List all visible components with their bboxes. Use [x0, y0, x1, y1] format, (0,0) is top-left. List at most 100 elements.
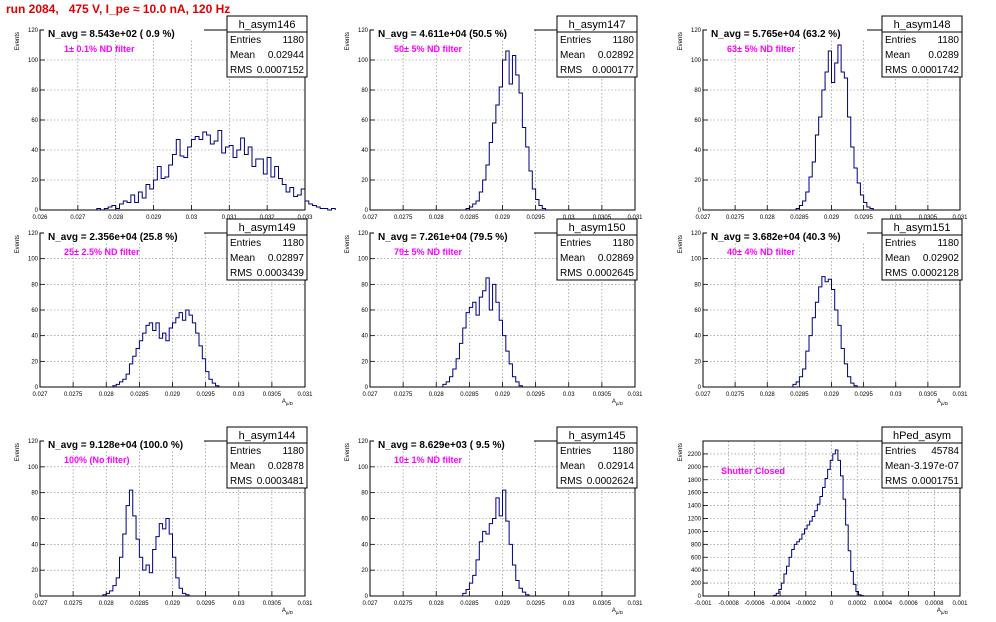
stat-label: Mean	[230, 253, 255, 264]
stat-label: Entries	[560, 238, 591, 249]
header-background	[374, 229, 534, 243]
y-tick-label: 120	[28, 439, 39, 445]
x-tick-label: 0	[830, 601, 834, 607]
stat-label: Entries	[885, 446, 916, 457]
stat-label: Mean	[560, 461, 585, 472]
stat-value: 1180	[282, 35, 304, 46]
x-tick-label: 0.0275	[64, 392, 83, 398]
stats-box	[226, 15, 308, 78]
histogram-name: h_asym150	[569, 222, 626, 234]
x-tick-label: 0.03	[563, 601, 575, 607]
stat-value: 1180	[612, 35, 634, 46]
y-tick-label: 40	[31, 148, 38, 154]
stats-box	[556, 15, 638, 78]
histogram-name: h_asym145	[569, 430, 626, 442]
stat-value: 1180	[282, 238, 304, 249]
x-tick-label: 0.0305	[593, 215, 612, 221]
x-tick-label: 0.0305	[919, 215, 938, 221]
y-tick-label: 60	[31, 308, 38, 314]
stat-label: Entries	[230, 238, 261, 249]
x-axis-title: Aµ/D	[612, 399, 624, 406]
x-tick-label: 0.03	[233, 392, 245, 398]
stat-label: RMS	[560, 476, 583, 487]
x-tick-label: 0.028	[429, 215, 445, 221]
x-tick-label: 0.03	[233, 601, 245, 607]
x-tick-label: 0.028	[760, 215, 776, 221]
y-tick-label: 40	[361, 148, 368, 154]
x-tick-label: 0.03	[563, 392, 575, 398]
y-tick-label: 80	[694, 88, 701, 94]
x-tick-label: 0.033	[297, 215, 313, 221]
stats-box	[881, 426, 963, 489]
x-axis-title: Aµ/D	[937, 608, 949, 615]
y-tick-label: 60	[361, 517, 368, 523]
stat-value: 0.0003439	[257, 268, 305, 279]
stat-value: 1180	[937, 238, 959, 249]
x-tick-label: 0.0295	[526, 392, 545, 398]
n-avg-header: N_avg = 5.765e+04 (63.2 %)	[711, 29, 841, 40]
stat-value: 0.0003481	[257, 476, 305, 487]
histogram-name: h_asym148	[894, 19, 951, 31]
x-tick-label: 0.0305	[593, 392, 612, 398]
stats-box	[226, 218, 308, 281]
histogram-series	[462, 489, 530, 596]
stat-value: 1180	[282, 446, 304, 457]
x-tick-label: 0.028	[429, 601, 445, 607]
x-tick-label: 0.0004	[874, 601, 893, 607]
y-tick-label: 40	[694, 148, 701, 154]
stat-value: 0.02914	[598, 461, 635, 472]
x-tick-label: 0.0295	[854, 392, 873, 398]
header-background	[44, 26, 204, 40]
y-tick-label: 2200	[688, 452, 702, 458]
x-tick-label: 0.027	[362, 215, 378, 221]
stat-label: Mean	[885, 253, 910, 264]
header-background	[707, 229, 867, 243]
y-tick-label: 60	[31, 517, 38, 523]
panel-h_asym144: 0.027 0.0275 0.028 0.0285 0.029 0.0295 0.03 0.0…	[15, 426, 313, 615]
x-axis-title: Aµ/D	[282, 608, 294, 615]
stats-box	[556, 218, 638, 281]
x-tick-label: 0.029	[495, 215, 511, 221]
x-tick-label: 0.031	[222, 215, 238, 221]
n-avg-header: N_avg = 7.261e+04 (79.5 %)	[378, 232, 508, 243]
stat-label: Entries	[230, 446, 261, 457]
x-tick-label: 0.029	[824, 392, 840, 398]
y-tick-label: 80	[361, 282, 368, 288]
n-avg-header: N_avg = 8.629e+03 ( 9.5 %)	[378, 440, 505, 451]
x-tick-label: 0.0295	[526, 215, 545, 221]
header-background	[44, 437, 204, 451]
panel-h_asym148: 0.027 0.0275 0.028 0.0285 0.029 0.0295 0.03 0.0…	[678, 15, 968, 229]
stat-value: 0.0001751	[912, 476, 960, 487]
y-axis-title: Events	[345, 443, 351, 461]
y-tick-label: 0	[35, 594, 39, 600]
n-avg-header: N_avg = 4.611e+04 (50.5 %)	[378, 29, 507, 40]
stats-box	[556, 426, 638, 489]
x-tick-label: 0.027	[362, 392, 378, 398]
stat-label: Mean	[885, 461, 910, 472]
y-tick-label: 400	[691, 568, 702, 574]
x-axis-title: Aµ/D	[282, 399, 294, 406]
y-tick-label: 0	[365, 594, 369, 600]
y-tick-label: 60	[31, 118, 38, 124]
x-tick-label: 0.028	[760, 392, 776, 398]
y-tick-label: 1000	[688, 529, 702, 535]
y-tick-label: 600	[691, 555, 702, 561]
filter-label: 1± 0.1% ND filter	[64, 44, 135, 54]
histogram-series	[465, 50, 547, 210]
x-tick-label: 0.028	[99, 392, 115, 398]
y-tick-label: 100	[691, 257, 702, 263]
stat-label: RMS	[230, 65, 253, 76]
x-tick-label: 0.03	[563, 215, 575, 221]
x-axis-title: Aµ/D	[937, 399, 949, 406]
x-tick-label: 0.027	[70, 215, 86, 221]
x-tick-label: 0.0002	[848, 601, 867, 607]
stat-label: RMS	[560, 268, 583, 279]
histogram-series	[795, 44, 874, 210]
y-tick-label: 40	[361, 334, 368, 340]
stat-value: 0.0289	[928, 50, 959, 61]
header-background	[44, 229, 204, 243]
y-tick-label: 0	[35, 208, 39, 214]
filter-label: Shutter Closed	[721, 466, 785, 476]
y-tick-label: 0	[365, 385, 369, 391]
y-tick-label: 120	[28, 231, 39, 237]
